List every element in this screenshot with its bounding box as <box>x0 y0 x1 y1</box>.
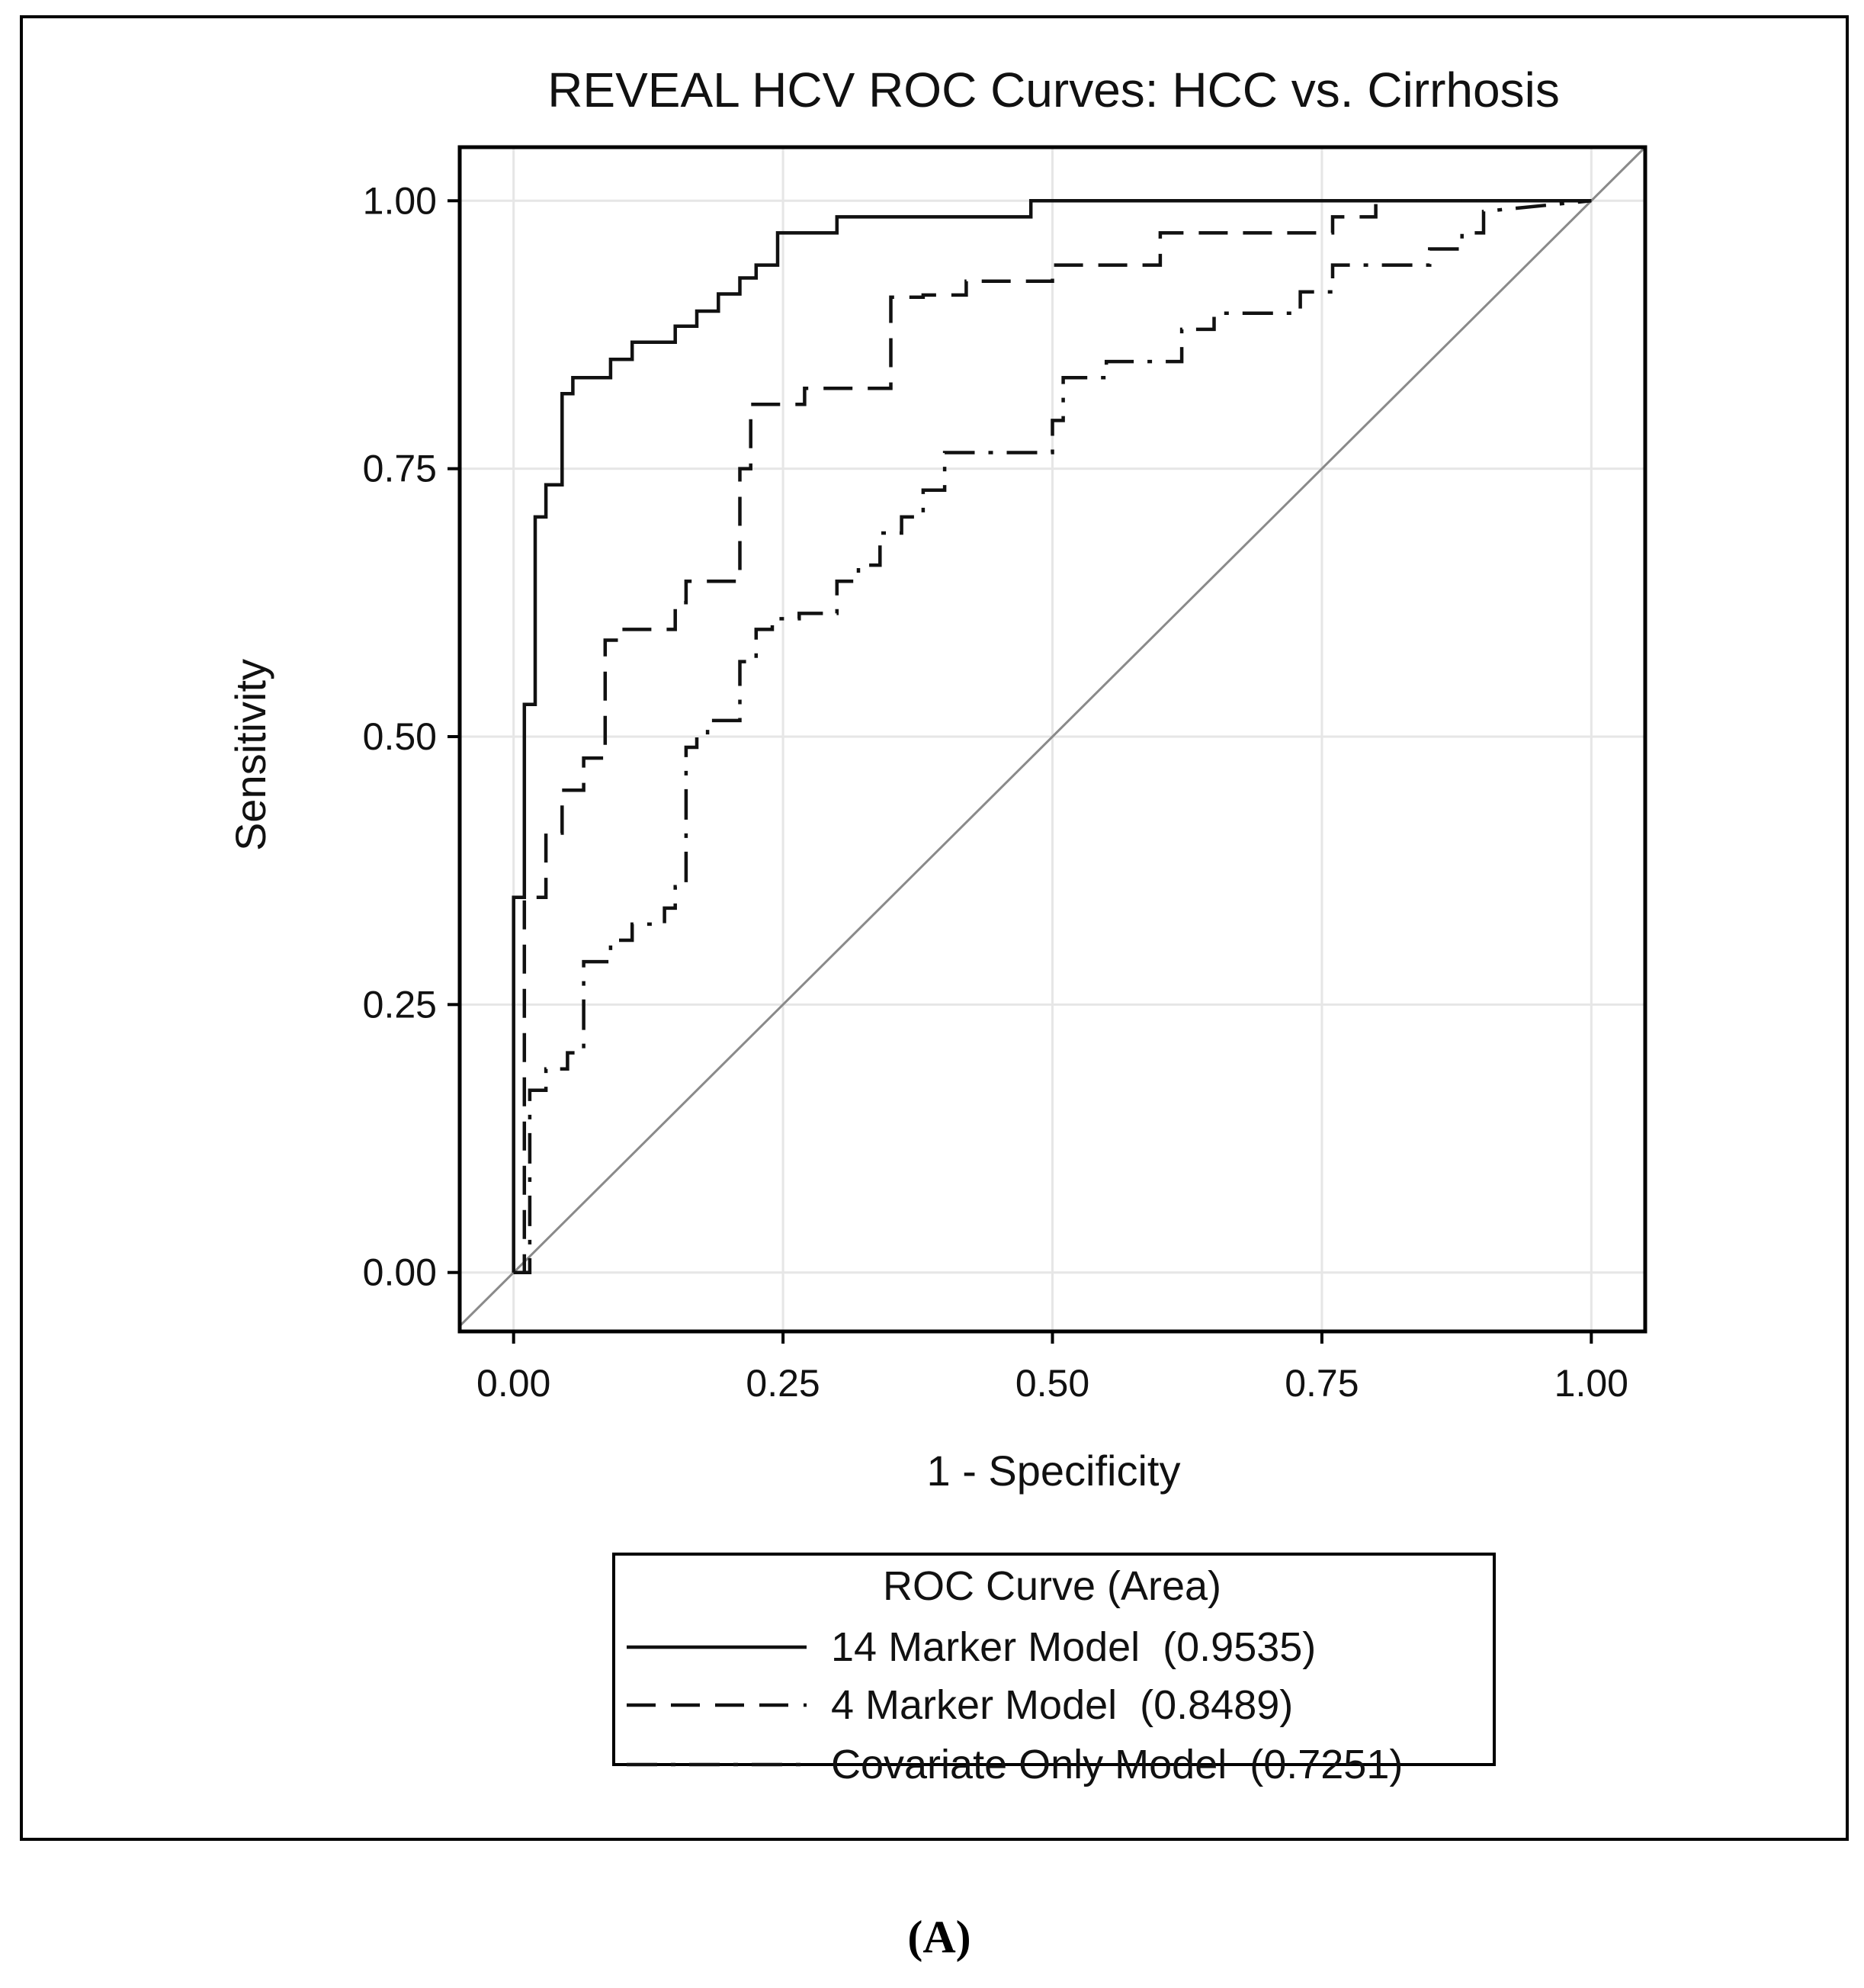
reference-diagonal <box>458 146 1647 1328</box>
x-tick-label-3: 0.75 <box>1285 1362 1359 1405</box>
y-tick-label-4: 1.00 <box>363 179 437 222</box>
legend: ROC Curve (Area) 14 Marker Model (0.9535… <box>612 1553 1496 1787</box>
legend-entries: 14 Marker Model (0.9535) 4 Marker Model (… <box>627 1624 1403 1787</box>
y-tick-label-2: 0.50 <box>363 715 437 758</box>
x-tick-label-2: 0.50 <box>1015 1362 1089 1405</box>
x-axis-ticks: 0.00 0.25 0.50 0.75 1.00 <box>476 1331 1628 1405</box>
y-axis-label: Sensitivity <box>226 659 274 851</box>
y-axis-ticks: 0.00 0.25 0.50 0.75 1.00 <box>363 179 460 1294</box>
gridlines <box>460 147 1645 1331</box>
roc-curves <box>512 199 1592 1274</box>
roc-curve-solid <box>512 199 1592 1273</box>
legend-label-dashdot: Covariate Only Model (0.7251) <box>831 1742 1403 1787</box>
roc-curve-dashdot <box>513 199 1592 1274</box>
legend-label-solid: 14 Marker Model (0.9535) <box>831 1624 1316 1670</box>
x-tick-label-1: 0.25 <box>746 1362 820 1405</box>
legend-title: ROC Curve (Area) <box>883 1563 1221 1609</box>
legend-label-dashed: 4 Marker Model (0.8489) <box>831 1682 1293 1728</box>
y-tick-label-0: 0.00 <box>363 1251 437 1294</box>
roc-curve-dashed <box>513 199 1592 1274</box>
panel-caption: (A) <box>907 1912 970 1962</box>
y-tick-label-3: 0.75 <box>363 448 437 490</box>
x-tick-label-4: 1.00 <box>1554 1362 1628 1405</box>
x-axis-label: 1 - Specificity <box>927 1447 1181 1495</box>
x-tick-label-0: 0.00 <box>476 1362 550 1405</box>
chart-title: REVEAL HCV ROC Curves: HCC vs. Cirrhosis <box>547 63 1560 117</box>
legend-box <box>612 1553 1496 1766</box>
y-tick-label-1: 0.25 <box>363 983 437 1026</box>
